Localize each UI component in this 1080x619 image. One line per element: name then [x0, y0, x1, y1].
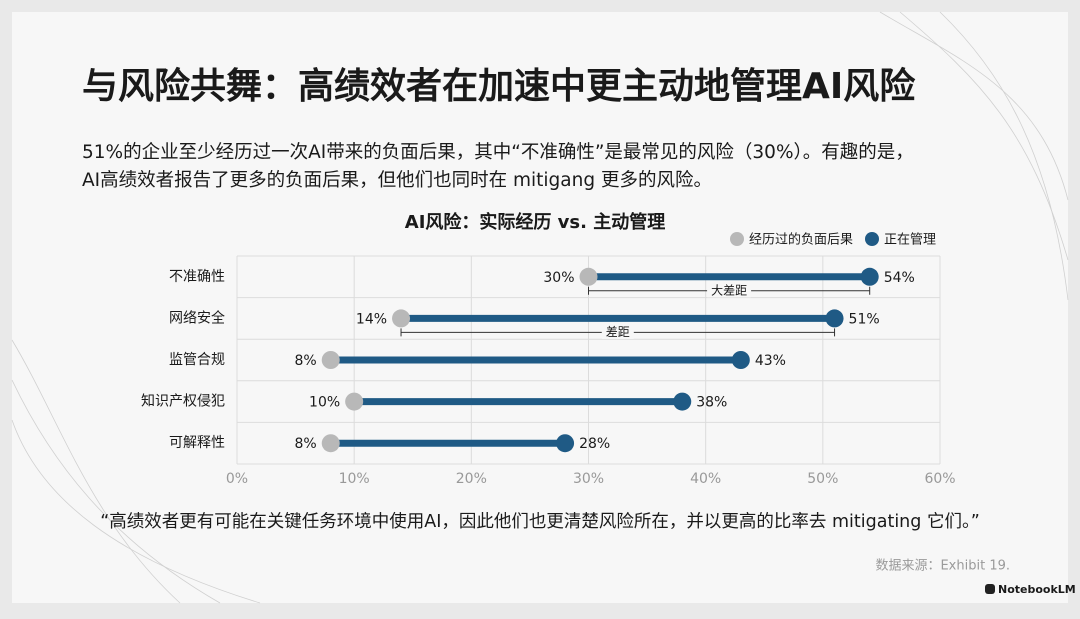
value-label: 51%: [849, 311, 880, 327]
dot: [321, 434, 340, 453]
value-label: 10%: [309, 395, 340, 411]
dot: [392, 309, 411, 328]
brand-icon: [985, 584, 995, 594]
annotation-background: [707, 283, 752, 298]
value-label: 54%: [884, 270, 915, 286]
dot: [321, 351, 340, 369]
x-tick-label: 30%: [573, 471, 604, 487]
dot: [556, 434, 575, 453]
value-label: 8%: [295, 353, 317, 369]
value-label: 14%: [356, 311, 387, 327]
annotation-background: [601, 324, 634, 339]
legend-label: 正在管理: [884, 233, 936, 248]
annotation: 差距: [606, 325, 630, 339]
x-tick-label: 20%: [456, 471, 487, 487]
chart-title: AI风险：实际经历 vs. 主动管理: [405, 211, 665, 233]
value-label: 28%: [579, 436, 610, 452]
subtitle-line: AI高绩效者报告了更多的负面后果，但他们也同时在 mitigang 更多的风险。: [82, 170, 712, 191]
legend-swatch: [730, 232, 744, 246]
dot: [673, 392, 692, 411]
y-tick-label: 可解释性: [169, 435, 225, 451]
x-tick-label: 0%: [226, 471, 248, 487]
slide-background: [12, 12, 1068, 603]
dot: [860, 267, 879, 286]
branding: NotebookLM: [998, 583, 1076, 596]
x-tick-label: 60%: [924, 471, 955, 487]
x-tick-label: 40%: [690, 471, 721, 487]
dot: [825, 309, 844, 328]
dot: [345, 392, 364, 411]
value-label: 8%: [295, 436, 317, 452]
quote: “高绩效者更有可能在关键任务环境中使用AI，因此他们也更清楚风险所在，并以更高的…: [100, 511, 980, 532]
y-tick-label: 知识产权侵犯: [141, 393, 225, 410]
value-label: 30%: [543, 270, 574, 286]
y-tick-label: 不准确性: [169, 269, 225, 285]
source: 数据来源：Exhibit 19.: [875, 559, 1010, 574]
annotation: 大差距: [711, 283, 747, 297]
legend-label: 经历过的负面后果: [749, 232, 853, 248]
subtitle-line: 51%的企业至少经历过一次AI带来的负面后果，其中“不准确性”是最常见的风险（3…: [82, 142, 914, 163]
dot: [731, 351, 750, 369]
value-label: 43%: [755, 353, 786, 369]
decoration: [11, 11, 1069, 604]
y-tick-label: 网络安全: [169, 309, 225, 326]
x-tick-label: 50%: [807, 471, 838, 487]
y-tick-label: 监管合规: [169, 352, 225, 368]
legend-swatch: [865, 232, 879, 246]
dot: [579, 267, 598, 286]
value-label: 38%: [696, 395, 727, 411]
slide-title: 与风险共舞：高绩效者在加速中更主动地管理AI风险: [82, 66, 916, 107]
x-tick-label: 10%: [339, 471, 370, 487]
